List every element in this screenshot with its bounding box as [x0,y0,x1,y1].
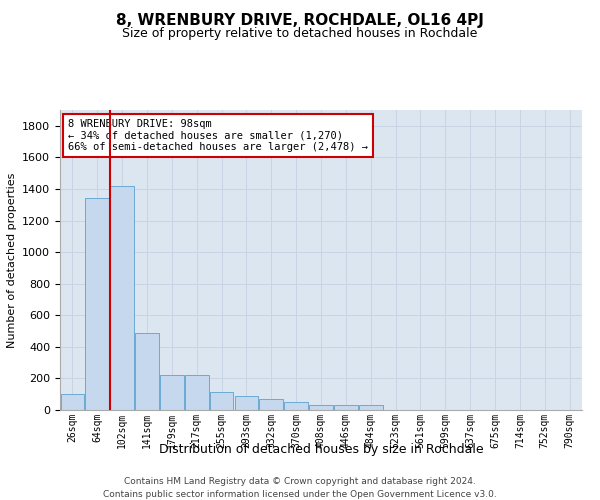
Bar [160,376,184,410]
Bar [61,394,84,410]
Bar [334,406,358,410]
Bar [359,406,383,410]
Y-axis label: Number of detached properties: Number of detached properties [7,172,17,348]
Text: 8 WRENBURY DRIVE: 98sqm
← 34% of detached houses are smaller (1,270)
66% of semi: 8 WRENBURY DRIVE: 98sqm ← 34% of detache… [68,119,368,152]
Text: Contains public sector information licensed under the Open Government Licence v3: Contains public sector information licen… [103,490,497,499]
Text: Distribution of detached houses by size in Rochdale: Distribution of detached houses by size … [158,442,484,456]
Bar [309,406,333,410]
Bar [185,376,209,410]
Bar [259,399,283,410]
Text: Contains HM Land Registry data © Crown copyright and database right 2024.: Contains HM Land Registry data © Crown c… [124,478,476,486]
Text: Size of property relative to detached houses in Rochdale: Size of property relative to detached ho… [122,28,478,40]
Bar [235,396,258,410]
Bar [110,186,134,410]
Bar [284,402,308,410]
Bar [85,198,109,410]
Bar [210,392,233,410]
Text: 8, WRENBURY DRIVE, ROCHDALE, OL16 4PJ: 8, WRENBURY DRIVE, ROCHDALE, OL16 4PJ [116,12,484,28]
Bar [135,332,159,410]
